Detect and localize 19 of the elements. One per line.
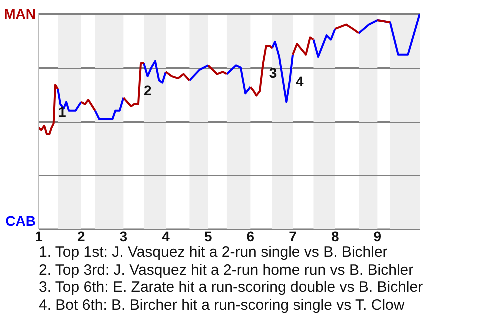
annotation: 1	[58, 104, 67, 120]
x-tick-label: 1	[35, 228, 44, 244]
text: 1. Top 1st: J. Vasquez hit a 2-run single vs B. Bichler	[39, 244, 389, 262]
x-tick-label: 9	[374, 228, 382, 244]
text: CAB	[4, 213, 36, 230]
text: 2. Top 3rd: J. Vasquez hit a 2-run home run vs B. Bichler	[39, 262, 415, 279]
x-tick-label: 6	[246, 228, 255, 244]
x-tick-label: 5	[204, 228, 212, 244]
text: MAN	[3, 6, 36, 22]
text: 4. Bot 6th: B. Bircher hit a run-scoring single vs T. Clow	[39, 296, 406, 314]
annotation: 4	[296, 74, 304, 90]
annotation: 3	[269, 65, 278, 82]
x-tick-label: 4	[162, 228, 170, 244]
x-tick-label: 8	[331, 228, 340, 244]
x-tick-label: 7	[289, 228, 298, 244]
text: 3. Top 6th: E. Zarate hit a run-scoring double vs B. Bichler	[39, 279, 424, 296]
x-tick-label: 3	[120, 228, 128, 244]
x-tick-label: 2	[77, 228, 86, 244]
annotation: 2	[144, 82, 152, 98]
